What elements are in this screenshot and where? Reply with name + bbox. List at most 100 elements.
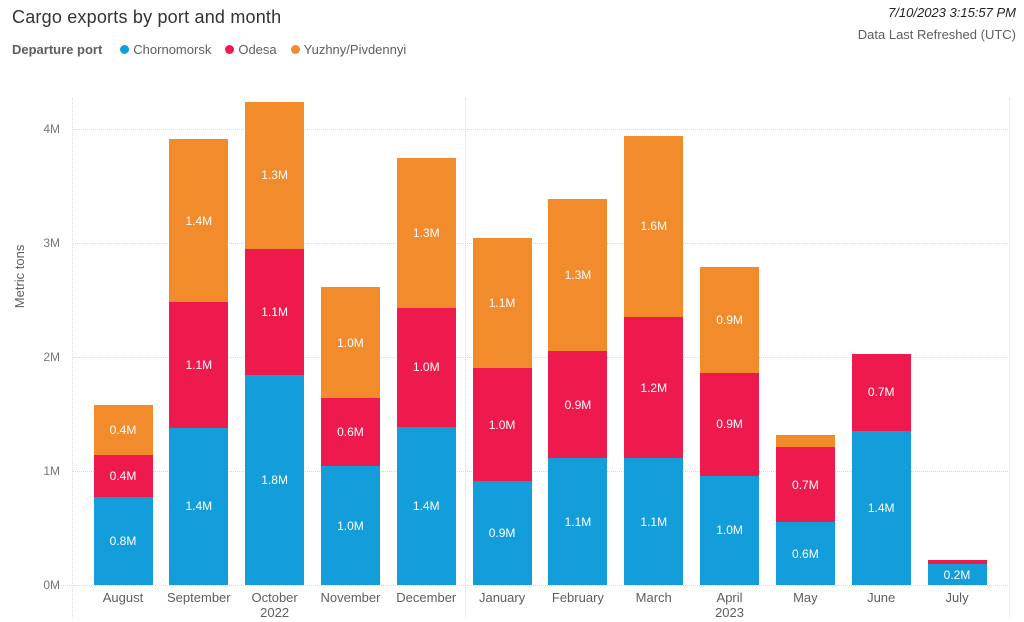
gridline-4M [72,129,1010,130]
bar-segment-september-odesa[interactable]: 1.1M [169,302,229,428]
y-axis-tick-2M: 2M [43,350,60,364]
bar-segment-april-chornomorsk[interactable]: 1.0M [700,475,760,585]
legend-item-odesa[interactable]: Odesa [225,41,277,57]
bar-segment-march-odesa[interactable]: 1.2M [624,317,684,459]
bar-value-label: 1.3M [412,225,440,240]
bar-segment-december-yuzhny-pivdennyi[interactable]: 1.3M [396,157,456,308]
bar-segment-april-yuzhny-pivdennyi[interactable]: 0.9M [700,266,760,373]
y-axis-tick-0M: 0M [43,578,60,592]
bar-segment-december-chornomorsk[interactable]: 1.4M [396,426,456,585]
legend-item-yuzhny-pivdennyi[interactable]: Yuzhny/Pivdennyi [290,41,407,57]
bar-value-label: 0.9M [488,526,516,541]
bar-segment-august-odesa[interactable]: 0.4M [93,455,153,498]
x-axis-label-month: December [396,590,457,605]
bar-value-label: 0.6M [337,425,364,440]
x-axis-label-month: September [167,590,231,605]
bar-value-label: 0.7M [792,477,819,492]
legend-color-dot [120,44,130,54]
refresh-timestamp: 7/10/2023 3:15:57 PM [888,5,1016,20]
bar-segment-january-yuzhny-pivdennyi[interactable]: 1.1M [472,238,532,369]
bar-value-label: 1.6M [640,219,668,234]
x-axis-label-december: December [388,590,464,605]
bar-segment-february-chornomorsk[interactable]: 1.1M [548,458,608,585]
bar-segment-may-odesa[interactable]: 0.7M [775,447,835,523]
x-axis-label-may: May [767,590,843,605]
gridline-2M [72,357,1010,358]
x-axis-label-month: November [320,590,381,605]
bar-value-label: 0.9M [716,417,743,432]
x-axis-label-march: March [616,590,692,605]
bar-segment-december-odesa[interactable]: 1.0M [396,307,456,427]
bar-segment-january-chornomorsk[interactable]: 0.9M [472,481,532,585]
bar-value-label: 1.0M [412,360,440,375]
vertical-separator-0 [72,98,73,618]
bar-segment-august-chornomorsk[interactable]: 0.8M [93,497,153,585]
legend-color-dot [225,44,235,54]
bar-segment-september-chornomorsk[interactable]: 1.4M [169,427,229,585]
bar-value-label: 1.0M [488,417,516,432]
x-axis-label-month: March [635,590,672,605]
bar-segment-november-odesa[interactable]: 0.6M [320,398,380,467]
x-axis-label-january: January [464,590,540,605]
bar-value-label: 1.1M [564,514,592,529]
bar-segment-september-yuzhny-pivdennyi[interactable]: 1.4M [169,139,229,303]
bar-segment-april-odesa[interactable]: 0.9M [700,372,760,476]
x-axis-label-july: July [919,590,995,605]
x-axis-label-october: October 2022 [237,590,313,620]
bar-value-label: 1.4M [867,501,895,516]
legend-item-chornomorsk[interactable]: Chornomorsk [120,42,211,57]
refresh-info: 7/10/2023 3:15:57 PM Data Last Refreshed… [858,5,1016,42]
bar-value-label: 0.7M [867,385,895,400]
bar-segment-october-chornomorsk[interactable]: 1.8M [245,375,305,585]
refresh-caption: Data Last Refreshed (UTC) [857,27,1016,42]
bar-segment-august-yuzhny-pivdennyi[interactable]: 0.4M [93,404,153,456]
bar-value-label: 0.4M [109,422,137,437]
x-axis-label-month: October [251,590,298,605]
bar-segment-march-yuzhny-pivdennyi[interactable]: 1.6M [624,135,684,318]
y-axis-tick-3M: 3M [43,236,60,250]
x-axis-label-year: 2022 [260,605,290,620]
bar-segment-february-yuzhny-pivdennyi[interactable]: 1.3M [548,198,608,352]
legend-color-dot [290,44,300,54]
bar-segment-june-odesa[interactable]: 0.7M [851,353,911,432]
bar-segment-may-chornomorsk[interactable]: 0.6M [775,522,835,585]
bar-segment-january-odesa[interactable]: 1.0M [472,368,532,482]
bar-value-label: 1.1M [261,304,288,319]
bar-segment-march-chornomorsk[interactable]: 1.1M [624,458,684,585]
bar-segment-may-yuzhny-pivdennyi[interactable] [775,434,835,448]
bar-segment-june-chornomorsk[interactable]: 1.4M [851,431,911,585]
x-axis-label-month: June [867,590,896,605]
bar-segment-february-odesa[interactable]: 0.9M [548,351,608,459]
x-axis-label-month: February [551,590,604,605]
bar-segment-november-chornomorsk[interactable]: 1.0M [320,466,380,585]
gridline-3M [72,243,1010,244]
legend-item-label: Yuzhny/Pivdennyi [303,41,407,57]
x-axis-label-september: September [161,590,237,605]
bar-value-label: 1.4M [412,498,440,513]
bar-segment-november-yuzhny-pivdennyi[interactable]: 1.0M [320,287,380,399]
legend-item-label: Odesa [238,41,277,57]
bar-segment-october-odesa[interactable]: 1.1M [245,248,305,376]
x-axis-label-november: November [312,590,388,605]
x-axis-label-april: April 2023 [692,590,768,620]
chart-title: Cargo exports by port and month [12,7,282,27]
x-axis-label-month: January [478,590,526,605]
bar-value-label: 1.0M [716,523,743,538]
bar-segment-july-odesa[interactable] [927,559,987,565]
bar-value-label: 0.4M [109,469,137,484]
bar-segment-october-yuzhny-pivdennyi[interactable]: 1.3M [245,101,305,249]
bar-value-label: 1.1M [640,514,668,529]
x-axis-label-year: 2023 [715,605,744,620]
legend-items: Chornomorsk Odesa Yuzhny/Pivdennyi [120,42,420,57]
bar-value-label: 0.9M [716,312,743,327]
bar-segment-july-chornomorsk[interactable]: 0.2M [927,564,987,585]
vertical-separator-1 [465,98,466,618]
bar-value-label: 0.9M [564,397,592,412]
bar-value-label: 0.6M [792,546,819,561]
bar-value-label: 1.1M [185,357,213,372]
bar-value-label: 0.8M [109,534,137,549]
bar-value-label: 1.4M [185,213,213,228]
bar-value-label: 1.0M [337,518,364,533]
bar-value-label: 0.2M [943,567,971,582]
